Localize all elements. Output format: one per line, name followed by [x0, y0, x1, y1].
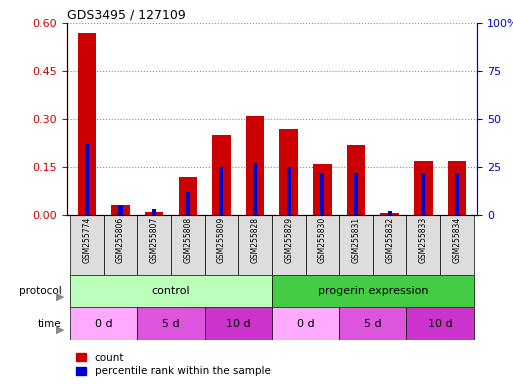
Text: progerin expression: progerin expression [318, 286, 428, 296]
Bar [339, 307, 406, 340]
Text: 10 d: 10 d [226, 318, 250, 329]
Bar [414, 161, 432, 215]
Text: ▶: ▶ [55, 291, 64, 302]
Legend: count, percentile rank within the sample: count, percentile rank within the sample [72, 349, 275, 380]
Bar [104, 215, 137, 275]
Text: ▶: ▶ [55, 324, 64, 334]
Bar [119, 205, 123, 215]
Text: 10 d: 10 d [428, 318, 452, 329]
Bar [388, 211, 391, 215]
Bar [455, 173, 459, 215]
Bar [152, 209, 156, 215]
Bar [287, 167, 291, 215]
Bar [220, 167, 224, 215]
Bar [85, 144, 89, 215]
Bar [373, 215, 406, 275]
Text: GDS3495 / 127109: GDS3495 / 127109 [67, 9, 185, 22]
Bar [179, 177, 197, 215]
Bar [205, 307, 272, 340]
Text: GSM255834: GSM255834 [452, 217, 461, 263]
Bar [448, 161, 466, 215]
Bar [354, 173, 358, 215]
Text: 0 d: 0 d [95, 318, 112, 329]
Bar [137, 307, 205, 340]
Bar [186, 192, 190, 215]
Bar [280, 129, 298, 215]
Bar [145, 212, 164, 215]
Bar [246, 116, 264, 215]
Text: GSM255828: GSM255828 [250, 217, 260, 263]
Text: GSM255809: GSM255809 [217, 217, 226, 263]
Bar [380, 214, 399, 215]
Bar [171, 215, 205, 275]
Bar [70, 275, 272, 307]
Bar [272, 215, 306, 275]
Text: protocol: protocol [19, 286, 62, 296]
Bar [406, 215, 440, 275]
Bar [272, 307, 339, 340]
Text: time: time [38, 318, 62, 329]
Bar [70, 215, 104, 275]
Text: GSM255830: GSM255830 [318, 217, 327, 263]
Bar [306, 215, 339, 275]
Text: 0 d: 0 d [297, 318, 314, 329]
Text: GSM255831: GSM255831 [351, 217, 361, 263]
Bar [137, 215, 171, 275]
Bar [320, 173, 324, 215]
Bar [347, 145, 365, 215]
Bar [212, 135, 231, 215]
Bar [406, 307, 473, 340]
Text: GSM255806: GSM255806 [116, 217, 125, 263]
Text: 5 d: 5 d [162, 318, 180, 329]
Text: 5 d: 5 d [364, 318, 382, 329]
Text: GSM255833: GSM255833 [419, 217, 428, 263]
Bar [440, 215, 473, 275]
Bar [70, 307, 137, 340]
Bar [111, 205, 130, 215]
Text: GSM255774: GSM255774 [83, 217, 91, 263]
Bar [253, 163, 257, 215]
Text: GSM255807: GSM255807 [150, 217, 159, 263]
Bar [205, 215, 238, 275]
Text: GSM255832: GSM255832 [385, 217, 394, 263]
Bar [238, 215, 272, 275]
Bar [77, 33, 96, 215]
Bar [313, 164, 331, 215]
Bar [272, 275, 473, 307]
Text: GSM255808: GSM255808 [183, 217, 192, 263]
Text: GSM255829: GSM255829 [284, 217, 293, 263]
Bar [421, 173, 425, 215]
Text: control: control [152, 286, 190, 296]
Bar [339, 215, 373, 275]
